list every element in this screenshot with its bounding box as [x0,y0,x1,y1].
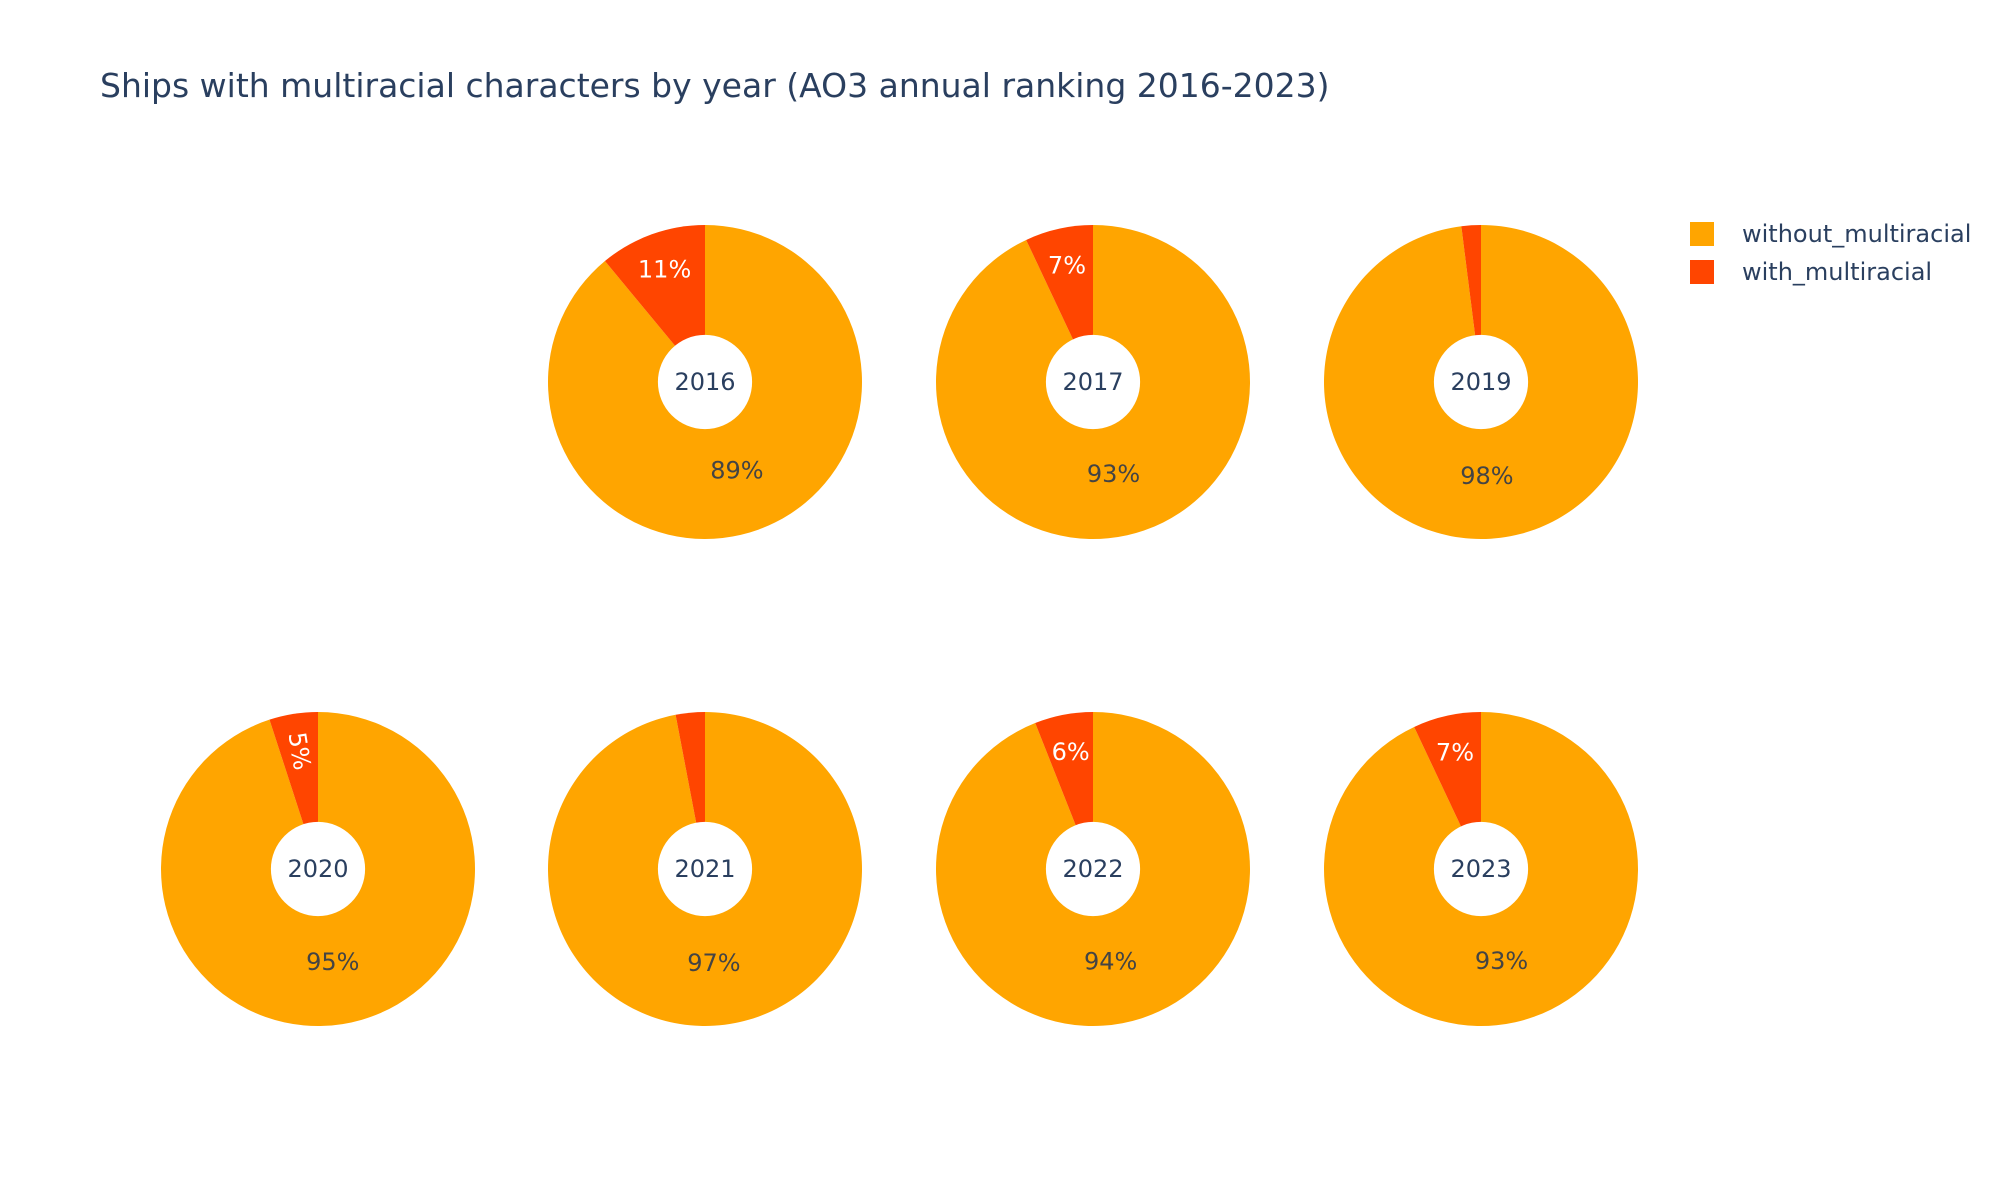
pie-center-label-2022: 2022 [1062,855,1123,883]
pie-center-label-2021: 2021 [674,855,735,883]
pie-hole-2020 [270,821,366,917]
legend-item-with-multiracial[interactable]: with_multiracial [1690,253,1971,291]
pie-2023: 2023 93% 7% [1324,711,1638,1026]
pie-hole-2016 [657,334,753,430]
slice-label-without-2017: 93% [1087,460,1140,488]
pie-2017: 2017 93% 7% [936,225,1250,539]
slice-label-without-2021: 97% [687,949,740,977]
pie-center-label-2017: 2017 [1062,368,1123,396]
chart-title: Ships with multiracial characters by yea… [100,66,1330,105]
pie-center-label-2019: 2019 [1450,368,1511,396]
pie-center-label-2016: 2016 [674,368,735,396]
legend-item-without-multiracial[interactable]: without_multiracial [1690,215,1971,253]
legend-label-with-multiracial: with_multiracial [1742,258,1933,286]
slice-label-with-2022: 6% [1052,738,1090,766]
slice-label-without-2019: 98% [1460,462,1513,490]
pie-center-label-2020: 2020 [287,855,348,883]
pie-hole-2019 [1433,334,1529,430]
slice-label-without-2020: 95% [306,948,359,976]
slice-label-with-2023: 7% [1436,739,1474,767]
pie-2021: 2021 97% [547,712,862,1026]
slice-label-with-2016: 11% [638,256,691,284]
slice-label-without-2022: 94% [1084,948,1137,976]
pie-center-label-2023: 2023 [1450,855,1511,883]
pie-hole-2017 [1045,334,1141,430]
pie-2020: 2020 95% 5% [161,712,476,1026]
pie-hole-2021 [657,821,753,917]
slice-label-without-2016: 89% [710,457,763,485]
legend-swatch-with-multiracial [1690,260,1714,284]
pie-2019: 2019 98% [1323,225,1638,540]
slice-label-with-2017: 7% [1048,252,1086,280]
legend-label-without-multiracial: without_multiracial [1742,220,1972,248]
pie-2022: 2022 94% 6% [936,712,1250,1027]
pie-2016: 2016 89% 11% [547,225,862,539]
pie-hole-2023 [1433,821,1529,917]
pie-hole-2022 [1045,821,1141,917]
legend-swatch-without-multiracial [1690,222,1714,246]
legend: without_multiracial with_multiracial [1690,215,1971,291]
slice-label-with-2020: 5% [283,730,317,772]
slice-label-without-2023: 93% [1475,947,1528,975]
